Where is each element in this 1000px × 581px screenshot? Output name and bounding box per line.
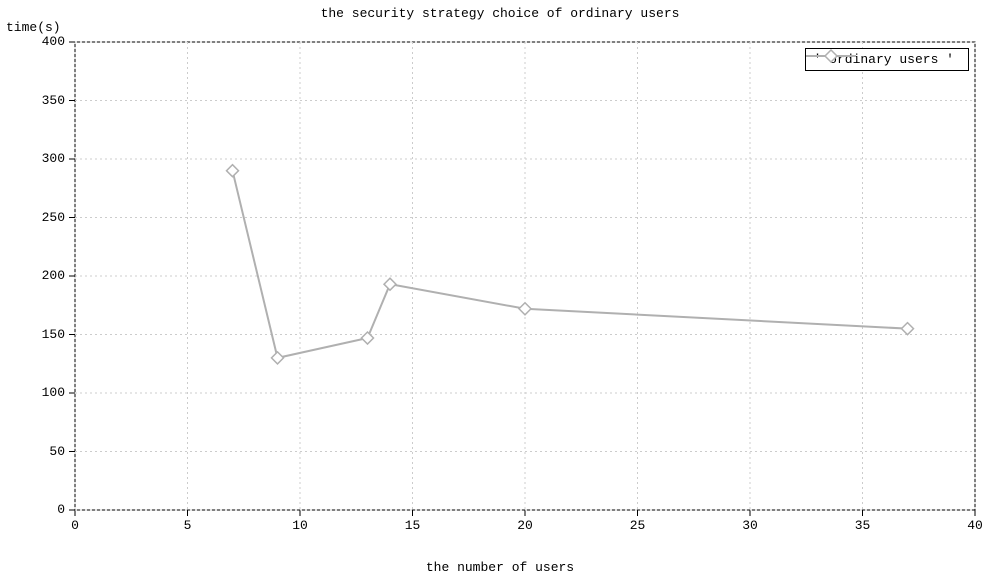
chart-svg [0, 0, 1000, 581]
x-tick-label: 0 [65, 518, 85, 533]
x-tick-label: 15 [403, 518, 423, 533]
y-tick-label: 100 [42, 385, 65, 400]
y-tick-label: 150 [42, 327, 65, 342]
y-tick-label: 0 [57, 502, 65, 517]
legend: ' ordinary users ' [805, 48, 969, 71]
y-tick-label: 200 [42, 268, 65, 283]
x-tick-label: 20 [515, 518, 535, 533]
x-tick-label: 25 [628, 518, 648, 533]
x-tick-label: 5 [178, 518, 198, 533]
x-tick-label: 10 [290, 518, 310, 533]
x-tick-label: 40 [965, 518, 985, 533]
x-tick-label: 30 [740, 518, 760, 533]
y-tick-label: 350 [42, 93, 65, 108]
y-tick-label: 250 [42, 210, 65, 225]
chart-container: the security strategy choice of ordinary… [0, 0, 1000, 581]
y-tick-label: 400 [42, 34, 65, 49]
x-tick-label: 35 [853, 518, 873, 533]
y-tick-label: 300 [42, 151, 65, 166]
y-tick-label: 50 [49, 444, 65, 459]
